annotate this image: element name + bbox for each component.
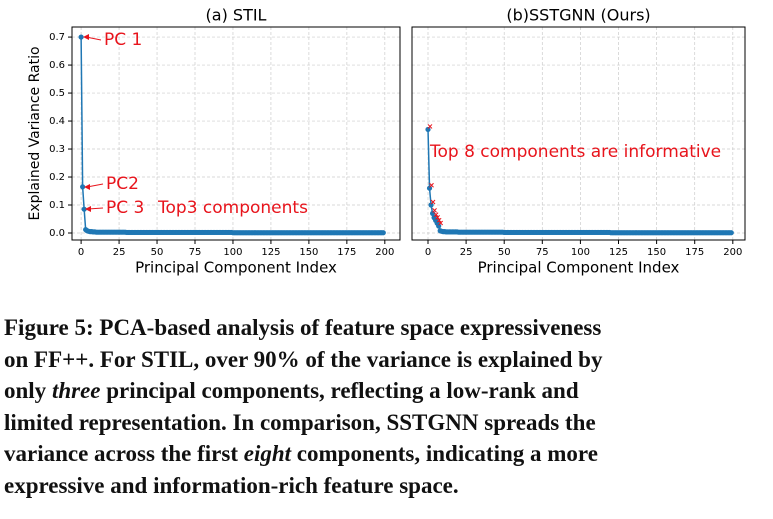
caption-emphasis: eight: [243, 441, 292, 466]
x-tick-label: 50: [498, 247, 511, 258]
x-tick-label: 0: [78, 247, 84, 258]
highlight-marker: [429, 182, 434, 188]
annotation: Top3 components: [157, 198, 308, 218]
plot-frame: [71, 26, 401, 241]
x-axis-label: Principal Component Index: [478, 259, 680, 277]
highlight-marker: [427, 124, 433, 129]
y-tick-label: 0.7: [49, 32, 65, 43]
x-axis-label: Principal Component Index: [135, 259, 337, 277]
y-tick-label: 0.2: [49, 172, 65, 183]
annotation: Top 8 components are informative: [429, 142, 721, 162]
y-axis-label: Explained Variance Ratio: [27, 46, 43, 220]
x-tick-label: 125: [261, 247, 280, 258]
x-tick-label: 100: [571, 247, 590, 258]
caption-line: limited representation. In comparison, S…: [4, 407, 772, 439]
point: [81, 206, 87, 212]
caption-line: on FF++. For STIL, over 90% of the varia…: [4, 344, 772, 376]
x-tick-label: 75: [536, 247, 549, 258]
chart-title: (a) STIL: [206, 6, 267, 25]
highlight-marker: [432, 208, 437, 213]
point: [728, 230, 734, 236]
figure: 0.0 0.1 0.2 0.3 0.4 0.5 0.6 0.7 0 25 50 75 100 125 150…: [27, 6, 746, 277]
highlight-marker: [430, 199, 436, 205]
arrow-head: [85, 206, 91, 212]
caption-text: components, indicating a more: [291, 441, 598, 466]
point: [425, 126, 431, 133]
x-tick-label: 200: [375, 247, 394, 258]
caption-text: only: [4, 378, 52, 403]
caption-text: expressive and information-rich feature …: [4, 472, 459, 498]
point: [436, 223, 442, 229]
caption-line: variance across the first eight componen…: [4, 438, 772, 470]
y-tick-label: 0.5: [49, 88, 65, 99]
caption-text: limited representation. In comparison, S…: [4, 409, 596, 435]
caption-text: Figure 5: PCA-based analysis of feature …: [4, 315, 602, 340]
highlight-marker: [435, 215, 440, 220]
point: [80, 184, 86, 190]
point: [78, 34, 84, 40]
chart-title: (b)SSTGNN (Ours): [506, 6, 650, 25]
y-tick-label: 0.1: [49, 200, 65, 211]
point: [429, 210, 436, 217]
caption-line: Figure 5: PCA-based analysis of feature …: [4, 312, 772, 344]
y-tick-label: 0.4: [49, 116, 65, 127]
plot-frame: [411, 26, 746, 241]
arrow-head: [84, 184, 90, 190]
annotation: PC 3: [106, 198, 144, 218]
y-tick-label: 0.0: [49, 228, 65, 239]
x-tick-label: 75: [189, 247, 202, 258]
x-tick-label: 175: [685, 247, 704, 258]
x-tick-label: 150: [299, 247, 318, 258]
x-tick-label: 100: [223, 247, 242, 258]
caption-text: principal components, reflecting a low-r…: [100, 378, 579, 403]
caption-line: expressive and information-rich feature …: [4, 470, 772, 502]
caption: Figure 5: PCA-based analysis of feature …: [4, 312, 772, 501]
x-tick-label: 150: [647, 247, 666, 258]
y-tick-label: 0.6: [49, 60, 65, 71]
arrow-head: [83, 34, 89, 40]
y-tick-label: 0.3: [49, 144, 65, 155]
point: [426, 185, 433, 191]
highlight-marker: [436, 217, 442, 223]
x-tick-label: 175: [337, 247, 356, 258]
highlight-marker: [433, 212, 439, 217]
highlight-marker: [438, 220, 444, 226]
x-tick-label: 200: [723, 247, 742, 258]
x-tick-label: 50: [151, 247, 164, 258]
x-tick-label: 25: [460, 247, 473, 258]
caption-text: variance across the first: [4, 441, 244, 466]
annotation: PC2: [106, 174, 139, 194]
caption-emphasis: three: [51, 378, 101, 403]
point: [380, 230, 386, 236]
x-tick-label: 25: [113, 247, 126, 258]
caption-text: on FF++. For STIL, over 90% of the varia…: [4, 346, 603, 372]
caption-line: only three principal components, reflect…: [4, 375, 772, 407]
point: [428, 202, 434, 208]
annotation: PC 1: [104, 30, 142, 50]
x-tick-label: 0: [425, 247, 431, 258]
x-tick-label: 125: [609, 247, 628, 258]
